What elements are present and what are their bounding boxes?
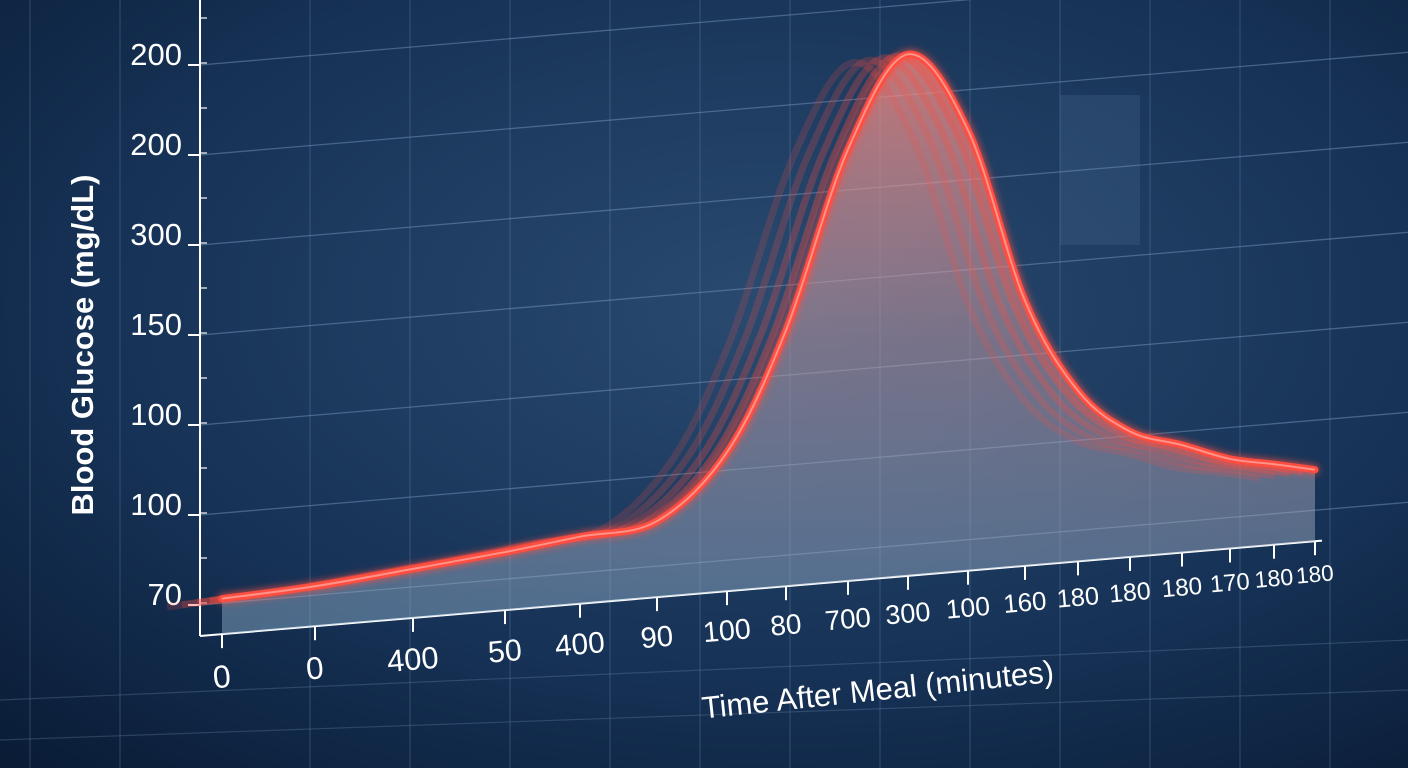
x-tick-label: 50 — [487, 633, 524, 670]
x-tick-label: 400 — [386, 640, 440, 679]
x-tick-label: 80 — [769, 608, 803, 642]
x-tick-label: 400 — [554, 626, 606, 663]
x-tick-label: 0 — [211, 658, 232, 695]
grid-line — [199, 51, 1408, 156]
area — [222, 54, 1315, 635]
line-highlight — [221, 53, 1316, 600]
y-tick-label: 70 — [148, 577, 182, 612]
x-tick-label: 90 — [639, 620, 674, 656]
x-tick-label: 100 — [944, 591, 991, 625]
x-tick-label: 180 — [1108, 577, 1152, 609]
y-tick-label: 200 — [130, 127, 182, 162]
grid-line — [199, 0, 973, 66]
y-tick-label: 300 — [130, 217, 182, 252]
x-tick-label: 100 — [702, 613, 752, 649]
x-tick-label: 160 — [1002, 587, 1047, 619]
x-tick-label: 300 — [884, 596, 932, 631]
y-tick-label: 100 — [130, 397, 182, 432]
x-tick-label: 170 — [1209, 568, 1251, 598]
x-tick-label: 180 — [1253, 564, 1294, 593]
y-axis-title: Blood Glucose (mg/dL) — [65, 175, 100, 516]
x-tick-label: 180 — [1161, 573, 1204, 603]
y-tick-label: 100 — [130, 487, 182, 522]
background-glow — [1060, 95, 1140, 245]
x-tick-label: 0 — [305, 650, 325, 686]
x-tick-label: 700 — [824, 601, 873, 636]
y-tick-label: 200 — [130, 37, 182, 72]
grid-line — [199, 141, 1408, 246]
y-tick-label: 150 — [130, 307, 182, 342]
x-tick-label: 180 — [1056, 582, 1101, 614]
x-tick-label: 180 — [1295, 560, 1335, 588]
